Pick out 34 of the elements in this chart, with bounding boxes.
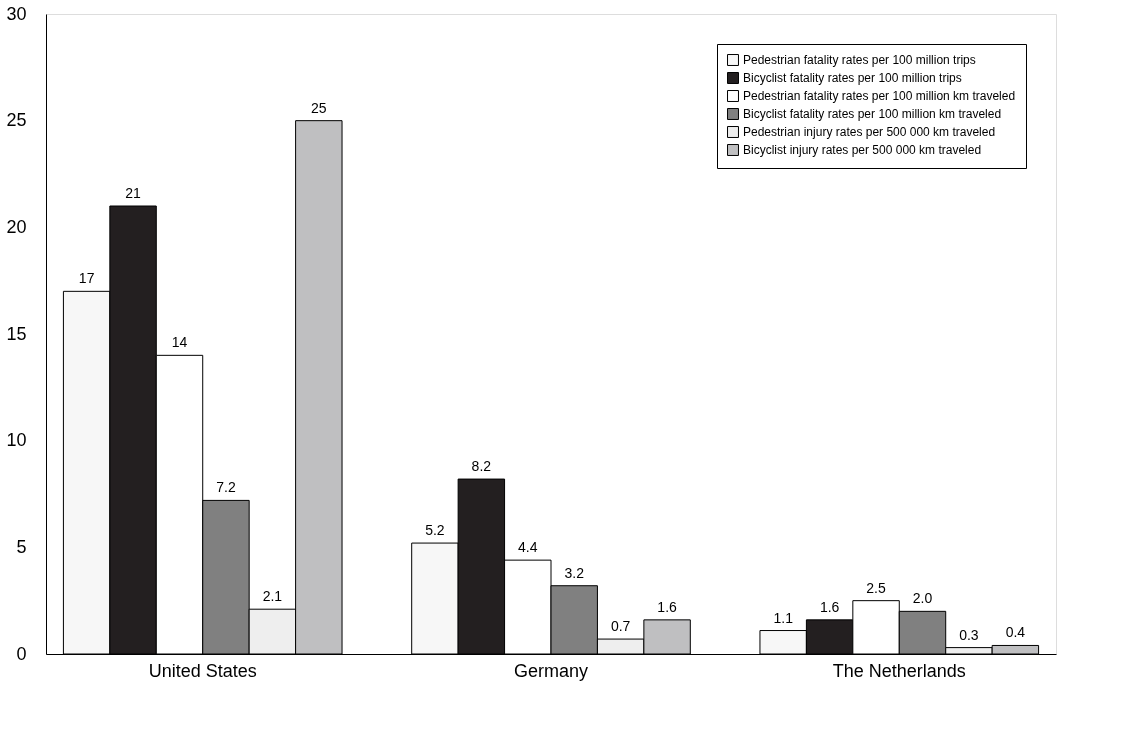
x-tick-label: The Netherlands <box>832 660 966 681</box>
data-label: 25 <box>311 99 327 116</box>
y-tick-label: 20 <box>6 216 27 237</box>
data-label: 1.6 <box>819 598 840 615</box>
x-tick-label: Germany <box>513 660 589 681</box>
data-label: 2.0 <box>912 590 933 607</box>
data-label: 21 <box>125 185 142 201</box>
legend-label: Pedestrian fatality rates per 100 million km traveled <box>743 89 1016 103</box>
y-tick-label: 0 <box>16 643 27 664</box>
data-label: 8.2 <box>471 458 492 475</box>
y-tick-label: 25 <box>6 110 27 131</box>
legend-label: Bicyclist fatality rates per 100 million km traveled <box>743 107 1002 121</box>
data-label: 7.2 <box>216 479 236 496</box>
legend-label: Bicyclist fatality rates per 100 million trips <box>743 71 962 85</box>
data-label: 3.2 <box>564 564 585 581</box>
data-label: 14 <box>171 334 188 351</box>
data-label: 17 <box>78 270 95 287</box>
data-label: 0.7 <box>610 618 631 635</box>
data-label: 1.1 <box>773 609 794 626</box>
legend-label: Bicyclist injury rates per 500 000 km traveled <box>743 143 982 157</box>
legend-label: Pedestrian fatality rates per 100 million trips <box>743 53 976 67</box>
data-label: 0.3 <box>959 626 979 643</box>
data-label: 2.1 <box>262 588 283 605</box>
data-label: 1.6 <box>657 598 678 615</box>
y-tick-label: 30 <box>6 3 27 24</box>
data-label: 2.5 <box>866 579 886 596</box>
y-tick-label: 15 <box>6 323 27 344</box>
y-tick-label: 10 <box>6 430 27 451</box>
x-tick-label: United States <box>148 660 257 681</box>
data-label: 0.4 <box>1005 624 1026 641</box>
data-label: 4.4 <box>518 539 538 556</box>
y-tick-label: 5 <box>16 536 27 557</box>
legend-label: Pedestrian injury rates per 500 000 km traveled <box>743 125 996 139</box>
data-label: 5.2 <box>425 522 445 539</box>
